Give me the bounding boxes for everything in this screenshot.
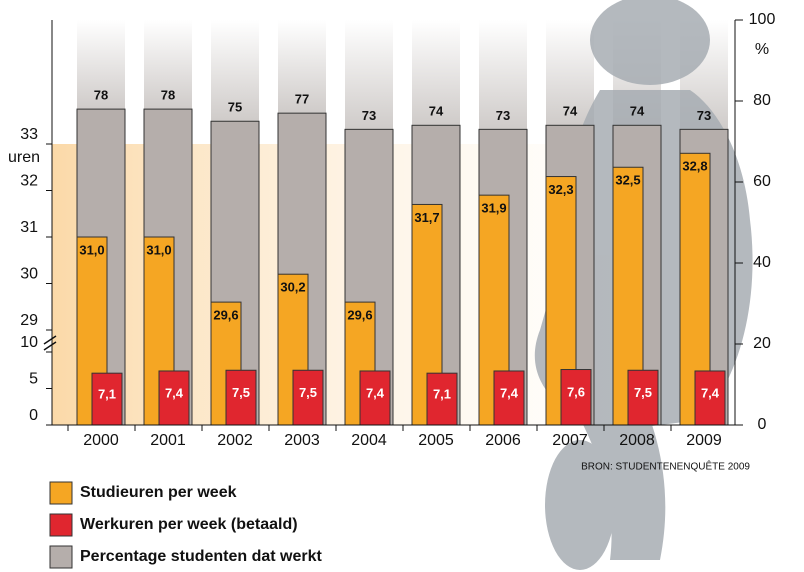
work-bar bbox=[359, 370, 391, 426]
legend-swatch bbox=[49, 481, 73, 505]
work-label: 7,5 bbox=[299, 385, 317, 400]
work-label: 7,4 bbox=[500, 385, 519, 400]
y-tick-label: 31 bbox=[20, 219, 38, 236]
axis-break bbox=[43, 341, 57, 351]
y-tick-label: 0 bbox=[29, 407, 38, 424]
percentage-label: 78 bbox=[94, 88, 108, 103]
column-background bbox=[546, 20, 594, 126]
legend-swatch bbox=[49, 545, 73, 569]
x-tick-label: 2003 bbox=[284, 432, 320, 449]
legend-label: Werkuren per week (betaald) bbox=[80, 516, 298, 533]
work-bar bbox=[627, 369, 659, 426]
y-tick-label: 5 bbox=[29, 371, 38, 388]
work-label: 7,6 bbox=[567, 385, 585, 400]
work-label: 7,4 bbox=[165, 385, 184, 400]
legend-label: Percentage studenten dat werkt bbox=[80, 548, 323, 565]
column-background bbox=[278, 20, 326, 114]
y2-tick-label: 40 bbox=[753, 254, 771, 271]
study-label: 32,8 bbox=[682, 159, 707, 174]
study-label: 32,5 bbox=[615, 173, 640, 188]
x-tick-label: 2000 bbox=[83, 432, 119, 449]
work-bar bbox=[560, 369, 592, 426]
work-label: 7,1 bbox=[98, 387, 116, 402]
x-tick-label: 2008 bbox=[619, 432, 655, 449]
y2-unit-label: % bbox=[755, 41, 769, 58]
bars: 78 31,0 7,1 78 31,0 7,4 75 29,6 7,5 77 30,2 7,5 73 29… bbox=[76, 88, 729, 426]
study-label: 30,2 bbox=[280, 280, 305, 295]
work-label: 7,4 bbox=[366, 385, 385, 400]
work-bar bbox=[292, 369, 324, 426]
percentage-label: 74 bbox=[630, 104, 645, 119]
work-label: 7,5 bbox=[232, 385, 250, 400]
y2-tick-label: 20 bbox=[753, 335, 771, 352]
y-tick-label: 33 bbox=[20, 126, 38, 143]
study-label: 31,9 bbox=[481, 201, 506, 216]
x-tick-label: 2004 bbox=[351, 432, 387, 449]
x-tick-label: 2007 bbox=[552, 432, 588, 449]
y-tick-label: 30 bbox=[20, 266, 38, 283]
y-tick-label: 32 bbox=[20, 173, 38, 190]
y2-tick-label: 100 bbox=[749, 11, 776, 28]
study-label: 31,7 bbox=[414, 210, 439, 225]
column-background bbox=[479, 20, 527, 130]
axis-break bbox=[43, 335, 57, 345]
x-tick-label: 2001 bbox=[150, 432, 186, 449]
study-label: 29,6 bbox=[347, 308, 372, 323]
percentage-label: 73 bbox=[496, 108, 510, 123]
work-label: 7,4 bbox=[701, 385, 720, 400]
study-label: 29,6 bbox=[213, 308, 238, 323]
work-label: 7,1 bbox=[433, 387, 451, 402]
work-bar bbox=[694, 370, 726, 426]
percentage-label: 73 bbox=[362, 108, 376, 123]
percentage-label: 74 bbox=[429, 104, 444, 119]
column-background bbox=[211, 20, 259, 122]
column-background bbox=[412, 20, 460, 126]
y-tick-label: 29 bbox=[20, 312, 38, 329]
y2-tick-label: 0 bbox=[758, 416, 767, 433]
x-tick-label: 2005 bbox=[418, 432, 454, 449]
work-label: 7,5 bbox=[634, 385, 652, 400]
percentage-label: 77 bbox=[295, 92, 309, 107]
y2-tick-label: 80 bbox=[753, 92, 771, 109]
work-bar bbox=[91, 372, 123, 426]
source: BRON: STUDENTENENQUÊTE 2009 bbox=[581, 460, 750, 473]
column-background bbox=[77, 20, 125, 110]
y-tick-label: 10 bbox=[20, 334, 38, 351]
percentage-label: 73 bbox=[697, 108, 711, 123]
y2-tick-label: 60 bbox=[753, 173, 771, 190]
y-unit-label: uren bbox=[8, 149, 40, 166]
percentage-label: 75 bbox=[228, 100, 242, 115]
x-tick-label: 2002 bbox=[217, 432, 253, 449]
column-background bbox=[345, 20, 393, 130]
study-label: 32,3 bbox=[548, 182, 573, 197]
work-bar bbox=[158, 370, 190, 426]
legend-swatch bbox=[49, 513, 73, 537]
study-label: 31,0 bbox=[79, 242, 104, 257]
study-label: 31,0 bbox=[146, 242, 171, 257]
legend-label: Studieuren per week bbox=[80, 484, 237, 501]
percentage-label: 78 bbox=[161, 88, 175, 103]
percentage-label: 74 bbox=[563, 104, 578, 119]
x-tick-label: 2006 bbox=[485, 432, 521, 449]
column-background bbox=[144, 20, 192, 110]
work-bar bbox=[225, 369, 257, 426]
x-tick-label: 2009 bbox=[686, 432, 722, 449]
